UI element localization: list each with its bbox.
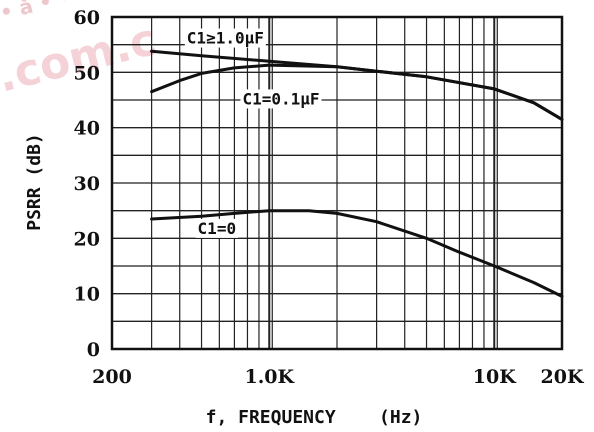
curve-label-background [195, 218, 239, 238]
curve-label-0: C1≥1.0μF [187, 29, 264, 48]
y-tick-label: 20 [74, 228, 100, 250]
series-line-2 [150, 209, 564, 298]
curve-labels: C1≥1.0μF C1=0.1μF C1=0 [184, 28, 322, 238]
plot-frame [110, 15, 564, 351]
y-tick-label: 30 [74, 173, 100, 195]
plot-grid [112, 17, 562, 349]
x-axis-label: f, FREQUENCY (Hz) [206, 407, 423, 428]
y-tick-label: 60 [74, 7, 100, 29]
x-tick-label: 20K [541, 366, 585, 388]
series-layer [150, 49, 564, 298]
series-line-0 [150, 49, 564, 121]
y-axis-label: PSRR (dB) [24, 133, 45, 231]
y-tick-label: 40 [74, 118, 100, 140]
plot-border [110, 15, 564, 351]
x-tick-label: 200 [92, 366, 132, 388]
curve-label-1: C1=0.1μF [242, 89, 319, 108]
y-tick-label: 50 [74, 62, 100, 84]
y-tick-label: 10 [74, 284, 100, 306]
tick-labels: 0 10 20 30 40 50 60 200 1.0K 10K 20K [74, 7, 585, 388]
y-tick-label: 0 [87, 339, 100, 361]
x-tick-label: 1.0K [244, 366, 295, 388]
curve-label-2: C1=0 [198, 219, 237, 238]
curve-label-background [240, 89, 322, 109]
curve-label-background [184, 28, 266, 48]
series-line-1 [150, 63, 564, 121]
x-tick-label: 10K [473, 366, 517, 388]
watermark-top-text: • å • • [0, 0, 74, 25]
